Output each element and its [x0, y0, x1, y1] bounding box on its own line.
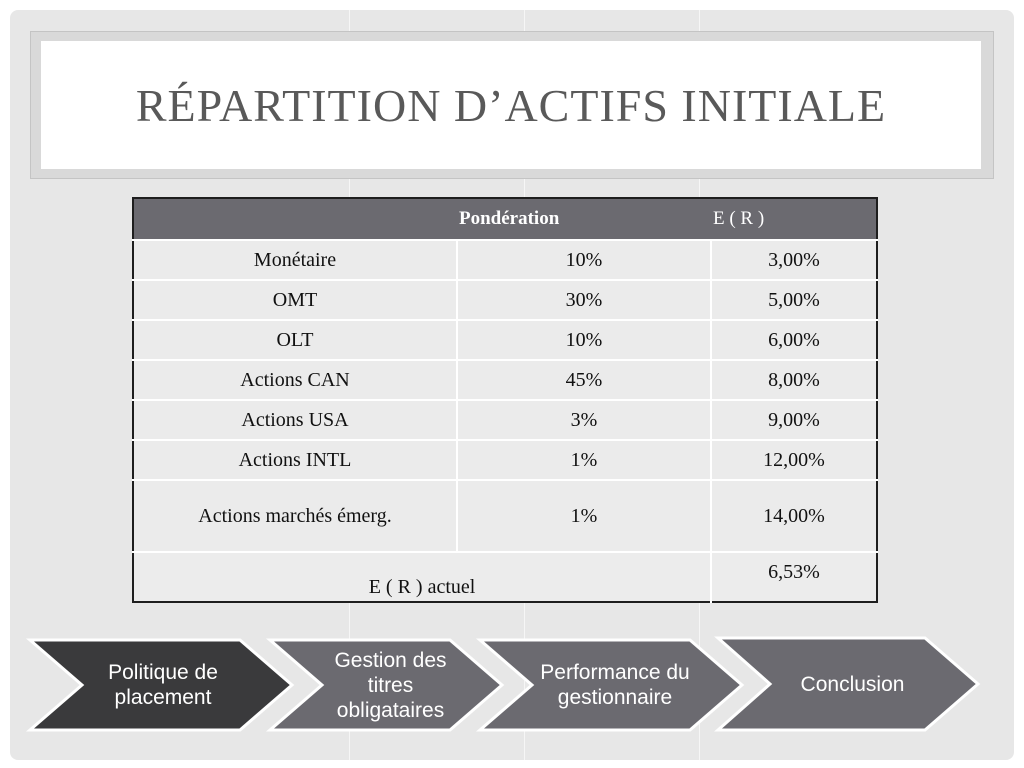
table-row: OMT 30% 5,00% [133, 280, 877, 321]
asset-label: OMT [133, 280, 457, 321]
table-row: Actions marchés émerg. 1% 14,00% [133, 480, 877, 553]
table-row: Actions CAN 45% 8,00% [133, 360, 877, 401]
nav-step-politique[interactable]: Politique de placement [108, 661, 218, 709]
nav-step-performance[interactable]: Performance du gestionnaire [540, 661, 690, 709]
asset-expected-return: 12,00% [710, 440, 877, 481]
asset-weight: 45% [456, 360, 711, 401]
table-row: OLT 10% 6,00% [133, 320, 877, 361]
asset-weight: 1% [456, 480, 711, 553]
table-header-row: Pondération E ( R ) [133, 198, 877, 241]
asset-expected-return: 14,00% [710, 480, 877, 553]
asset-expected-return: 8,00% [710, 360, 877, 401]
asset-allocation-table: Pondération E ( R ) Monétaire 10% 3,00% … [132, 197, 878, 603]
chevron-step-2[interactable] [265, 638, 505, 732]
asset-label: OLT [133, 320, 457, 361]
nav-step-conclusion[interactable]: Conclusion [800, 672, 905, 696]
total-label: E ( R ) actuel [133, 551, 711, 602]
asset-label: Actions INTL [133, 440, 457, 481]
chevron-shapes [25, 636, 981, 732]
title-frame: RÉPARTITION D’ACTIFS INITIALE [30, 31, 994, 179]
title-area: RÉPARTITION D’ACTIFS INITIALE [41, 41, 981, 169]
total-value: 6,53% [710, 551, 877, 602]
asset-weight: 30% [456, 280, 711, 321]
table-total-row: E ( R ) actuel 6,53% [133, 551, 877, 602]
asset-weight: 10% [456, 320, 711, 361]
table-row: Actions USA 3% 9,00% [133, 400, 877, 441]
header-weight: Pondération [457, 198, 711, 241]
asset-label: Actions marchés émerg. [133, 480, 457, 553]
nav-step-gestion[interactable]: Gestion des titres obligataires [334, 648, 447, 722]
table-row: Actions INTL 1% 12,00% [133, 440, 877, 481]
section-navigation: Politique de placement Gestion des titre… [0, 632, 1024, 742]
asset-label: Actions CAN [133, 360, 457, 401]
asset-expected-return: 3,00% [710, 240, 877, 281]
asset-weight: 1% [456, 440, 711, 481]
asset-weight: 3% [456, 400, 711, 441]
asset-expected-return: 5,00% [710, 280, 877, 321]
chevron-step-3[interactable] [475, 638, 745, 732]
chevron-step-1[interactable] [25, 638, 295, 732]
table-row: Monétaire 10% 3,00% [133, 240, 877, 281]
header-expected-return: E ( R ) [711, 198, 877, 241]
asset-label: Actions USA [133, 400, 457, 441]
asset-label: Monétaire [133, 240, 457, 281]
asset-expected-return: 9,00% [710, 400, 877, 441]
page-title: RÉPARTITION D’ACTIFS INITIALE [135, 79, 887, 131]
asset-expected-return: 6,00% [710, 320, 877, 361]
header-blank [133, 198, 457, 241]
asset-weight: 10% [456, 240, 711, 281]
chevron-step-4[interactable] [714, 636, 981, 732]
